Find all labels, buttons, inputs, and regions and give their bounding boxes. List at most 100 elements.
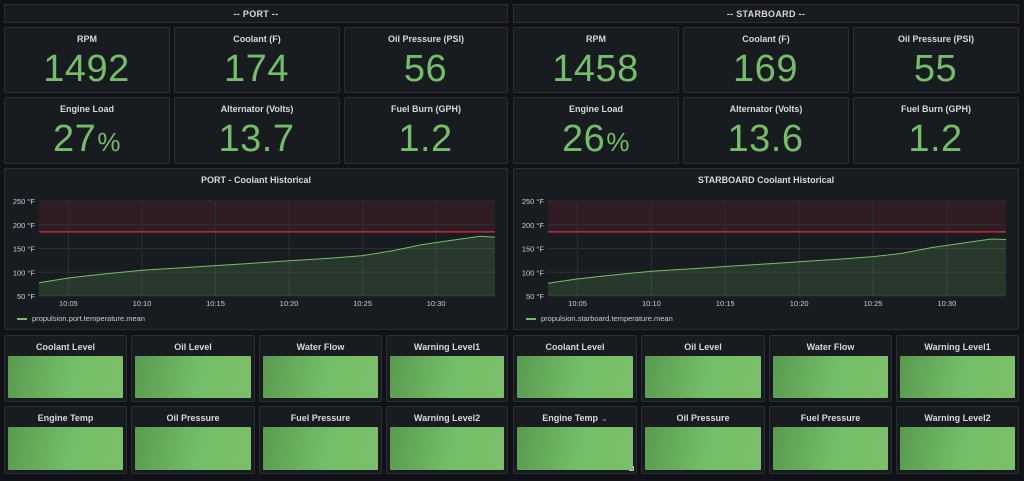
indicator-fill — [773, 356, 888, 398]
starboard-indicator-oil-level[interactable]: Oil Level — [641, 335, 765, 402]
y-tick-label: 100 °F — [522, 268, 545, 277]
resize-handle-icon[interactable] — [629, 466, 634, 471]
indicator-fill — [390, 427, 504, 470]
indicator-title: Water Flow — [806, 342, 855, 352]
indicator-fill — [645, 356, 761, 398]
stat-title: Coolant (F) — [742, 34, 790, 44]
legend-label: propulsion.starboard.temperature.mean — [541, 314, 673, 323]
series-area — [548, 239, 1006, 296]
legend-label: propulsion.port.temperature.mean — [32, 314, 145, 323]
port-rpm-panel[interactable]: RPM 1492 — [4, 27, 170, 93]
stat-title: Engine Load — [60, 104, 114, 114]
indicator-title: Warning Level1 — [924, 342, 991, 352]
stat-title: RPM — [77, 34, 97, 44]
x-tick-label: 10:25 — [864, 299, 883, 308]
port-indicator-fuel-pressure[interactable]: Fuel Pressure — [259, 406, 382, 474]
indicator-title: Coolant Level — [35, 342, 95, 352]
starboard-alternator-panel[interactable]: Alternator (Volts) 13.6 — [683, 97, 849, 164]
port-engine-load-panel[interactable]: Engine Load 27% — [4, 97, 170, 164]
indicator-title: Engine Temp ⌄ — [542, 413, 608, 423]
stat-title: Alternator (Volts) — [729, 104, 803, 114]
port-indicator-warning-level2[interactable]: Warning Level2 — [386, 406, 508, 474]
indicator-title: Engine Temp — [37, 413, 94, 423]
x-tick-label: 10:10 — [133, 299, 152, 308]
starboard-coolant-chart-panel[interactable]: STARBOARD Coolant Historical 50 °F 100 °F… — [513, 168, 1019, 330]
stat-value: 1.2 — [398, 118, 453, 160]
y-tick-label: 100 °F — [13, 268, 36, 277]
threshold-band — [39, 201, 495, 232]
starboard-indicator-fuel-pressure[interactable]: Fuel Pressure — [769, 406, 892, 474]
port-indicator-warning-level1[interactable]: Warning Level1 — [386, 335, 508, 402]
port-fuel-burn-panel[interactable]: Fuel Burn (GPH) 1.2 — [344, 97, 508, 164]
starboard-coolant-chart: 50 °F 100 °F 150 °F 200 °F 250 °F 10:05 10:10 1… — [522, 197, 1007, 308]
indicator-fill — [517, 427, 633, 470]
starboard-engine-load-panel[interactable]: Engine Load 26% — [513, 97, 679, 164]
x-tick-label: 10:30 — [427, 299, 446, 308]
port-indicator-oil-pressure[interactable]: Oil Pressure — [131, 406, 255, 474]
indicator-title: Oil Pressure — [166, 413, 220, 423]
x-tick-label: 10:05 — [59, 299, 78, 308]
chart-title: STARBOARD Coolant Historical — [697, 175, 835, 185]
port-coolant-chart-panel[interactable]: PORT - Coolant Historical 50 °F 100 °F 150… — [4, 168, 508, 330]
port-indicator-engine-temp[interactable]: Engine Temp — [4, 406, 127, 474]
port-coolant-panel[interactable]: Coolant (F) 174 — [174, 27, 340, 93]
threshold-band — [548, 201, 1006, 232]
x-tick-label: 10:25 — [353, 299, 372, 308]
stat-value: 174 — [224, 48, 289, 90]
port-indicator-coolant-level[interactable]: Coolant Level — [4, 335, 127, 402]
port-row-header[interactable]: -- PORT -- — [4, 4, 508, 23]
y-tick-label: 250 °F — [522, 197, 545, 206]
y-tick-label: 200 °F — [522, 221, 545, 230]
stat-title: Coolant (F) — [233, 34, 281, 44]
starboard-indicator-warning-level1[interactable]: Warning Level1 — [896, 335, 1019, 402]
starboard-indicator-warning-level2[interactable]: Warning Level2 — [896, 406, 1019, 474]
chart-legend[interactable]: propulsion.starboard.temperature.mean — [526, 314, 673, 323]
indicator-title: Fuel Pressure — [800, 413, 861, 423]
stat-title: RPM — [586, 34, 606, 44]
starboard-indicator-water-flow[interactable]: Water Flow — [769, 335, 892, 402]
x-tick-label: 10:05 — [568, 299, 587, 308]
indicator-fill — [900, 427, 1015, 470]
x-tick-label: 10:20 — [280, 299, 299, 308]
chevron-down-icon[interactable]: ⌄ — [601, 414, 608, 423]
stat-value: 56 — [403, 48, 448, 90]
starboard-oil-pressure-panel[interactable]: Oil Pressure (PSI) 55 — [853, 27, 1019, 93]
port-alternator-panel[interactable]: Alternator (Volts) 13.7 — [174, 97, 340, 164]
stat-title: Oil Pressure (PSI) — [897, 34, 975, 44]
stat-title: Fuel Burn (GPH) — [901, 104, 971, 114]
indicator-fill — [900, 356, 1015, 398]
chart-legend[interactable]: propulsion.port.temperature.mean — [17, 314, 145, 323]
indicator-fill — [517, 356, 633, 398]
indicator-fill — [645, 427, 761, 470]
y-tick-label: 50 °F — [17, 292, 35, 301]
indicator-title: Warning Level2 — [924, 413, 991, 423]
indicator-title: Oil Level — [684, 342, 722, 352]
starboard-rpm-panel[interactable]: RPM 1458 — [513, 27, 679, 93]
indicator-fill — [8, 427, 123, 470]
indicator-title: Warning Level1 — [413, 342, 481, 352]
indicator-title: Oil Pressure — [676, 413, 730, 423]
stat-value: 1458 — [552, 48, 639, 90]
stat-value: 26% — [562, 118, 630, 160]
port-indicator-oil-level[interactable]: Oil Level — [131, 335, 255, 402]
stat-value: 13.7 — [218, 118, 295, 160]
y-tick-label: 150 °F — [13, 245, 36, 254]
port-coolant-chart: 50 °F 100 °F 150 °F 200 °F 250 °F 10:05 10:10 1… — [13, 197, 496, 308]
starboard-indicator-engine-temp[interactable]: Engine Temp ⌄ — [513, 406, 637, 474]
stat-value: 55 — [913, 48, 958, 90]
starboard-coolant-panel[interactable]: Coolant (F) 169 — [683, 27, 849, 93]
legend-swatch — [526, 317, 536, 320]
starboard-indicator-oil-pressure[interactable]: Oil Pressure — [641, 406, 765, 474]
port-indicator-water-flow[interactable]: Water Flow — [259, 335, 382, 402]
starboard-row-header[interactable]: -- STARBOARD -- — [513, 4, 1019, 23]
starboard-indicator-coolant-level[interactable]: Coolant Level — [513, 335, 637, 402]
port-oil-pressure-panel[interactable]: Oil Pressure (PSI) 56 — [344, 27, 508, 93]
series-line — [38, 235, 496, 284]
x-tick-label: 10:10 — [642, 299, 661, 308]
indicator-fill — [390, 356, 504, 398]
starboard-fuel-burn-panel[interactable]: Fuel Burn (GPH) 1.2 — [853, 97, 1019, 164]
stat-value: 1.2 — [908, 118, 963, 160]
indicator-title: Water Flow — [296, 342, 345, 352]
x-tick-label: 10:20 — [790, 299, 809, 308]
x-tick-label: 10:30 — [938, 299, 957, 308]
